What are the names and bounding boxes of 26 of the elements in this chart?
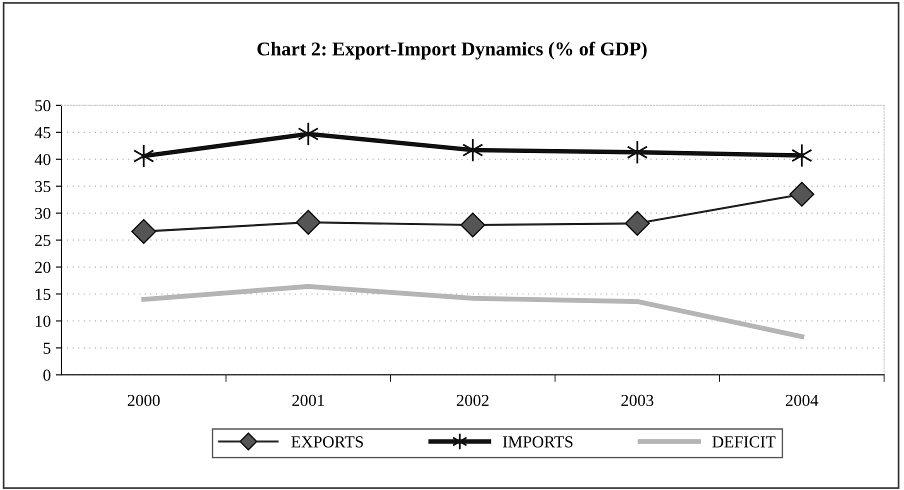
y-tick-label: 40 <box>34 154 50 166</box>
y-tick-label: 50 <box>35 100 50 112</box>
y-tick-label: 35 <box>35 180 50 192</box>
legend-label: DEFICIT <box>712 436 776 448</box>
y-tick-label: 20 <box>35 262 50 273</box>
point <box>460 212 486 238</box>
y-tick-label: 5 <box>44 342 50 354</box>
y-tick-label: 10 <box>36 316 50 327</box>
point <box>131 218 156 244</box>
x-tick-label: 2000 <box>128 394 160 406</box>
y-tick-label: 15 <box>36 288 50 300</box>
legend-label: EXPORTS <box>291 436 363 448</box>
point <box>789 182 814 207</box>
chart-title: Chart 2: Export-Import Dynamics (% of GDP) <box>257 42 647 60</box>
x-tick-label: 2002 <box>456 394 489 406</box>
x-tick-label: 2003 <box>621 394 654 406</box>
point <box>624 210 650 236</box>
point <box>791 143 812 168</box>
point <box>296 210 321 235</box>
x-tick-label: 2004 <box>786 394 818 406</box>
y-tick-label: 0 <box>43 370 50 381</box>
y-tick-label: 25 <box>35 234 50 246</box>
y-tick-label: 45 <box>34 127 50 138</box>
legend-label: IMPORTS <box>502 436 572 448</box>
x-tick-label: 2001 <box>292 394 324 406</box>
y-tick-label: 30 <box>35 208 50 220</box>
